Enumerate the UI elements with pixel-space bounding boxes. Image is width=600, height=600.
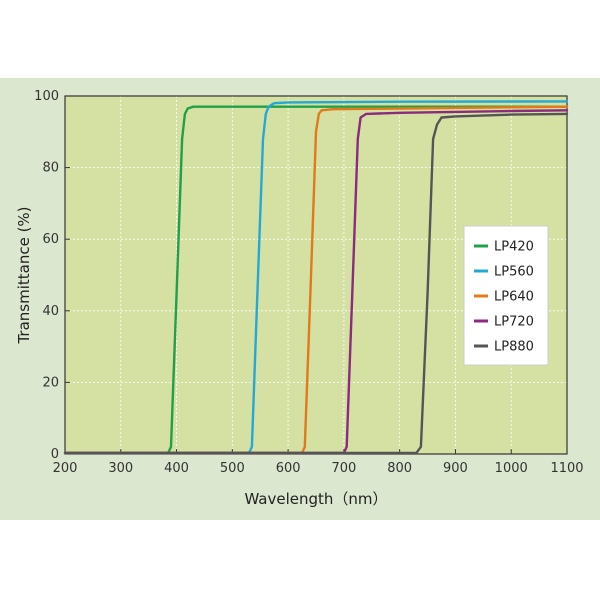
x-tick-label: 300 [108, 461, 133, 476]
y-axis-ticks: 0 20 40 60 80 100 [34, 89, 70, 462]
x-tick-label: 600 [276, 461, 301, 476]
y-tick-label: 100 [34, 89, 59, 104]
x-tick-label: 800 [387, 461, 412, 476]
x-tick-label: 400 [164, 461, 189, 476]
legend-label-lp560: LP560 [494, 265, 534, 280]
y-axis-title: Transmittance (%) [15, 206, 33, 344]
series-lines [63, 100, 569, 455]
y-tick-label: 0 [51, 447, 59, 462]
x-axis-ticks: 200 300 400 500 600 700 800 900 1000 1100 [53, 449, 584, 476]
series-line-lp720 [63, 109, 569, 455]
x-tick-label: 700 [331, 461, 356, 476]
series-line-lp880 [63, 112, 569, 455]
x-axis-title: Wavelength（nm） [244, 490, 387, 508]
x-tick-label: 1000 [495, 461, 528, 476]
legend: LP420 LP560 LP640 LP720 LP880 [463, 225, 549, 366]
series-line-lp640 [63, 105, 569, 455]
y-tick-label: 20 [42, 375, 59, 390]
y-tick-label: 80 [42, 161, 59, 176]
legend-label-lp640: LP640 [494, 290, 534, 305]
y-tick-label: 40 [42, 304, 59, 319]
y-tick-label: 60 [42, 232, 59, 247]
series-line-lp560 [63, 100, 569, 455]
x-tick-label: 500 [220, 461, 245, 476]
legend-label-lp420: LP420 [494, 240, 534, 255]
legend-label-lp880: LP880 [494, 340, 534, 355]
x-tick-label: 900 [443, 461, 468, 476]
legend-label-lp720: LP720 [494, 315, 534, 330]
x-tick-label: 1100 [550, 461, 583, 476]
x-tick-label: 200 [53, 461, 78, 476]
series-line-lp420 [63, 105, 569, 455]
